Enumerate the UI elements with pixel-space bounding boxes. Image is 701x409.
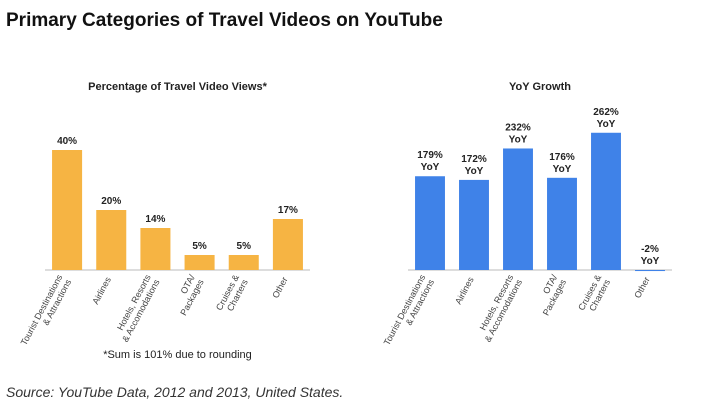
bar [140,228,171,270]
value-label: 40% [57,136,77,147]
bar [547,177,577,270]
chart-title: Percentage of Travel Video Views* [88,81,267,93]
x-tick-label: Other [270,275,289,300]
value-label: 5% [237,241,252,252]
value-label: YoY [597,119,616,130]
x-tick-label: Hotels, Resorts& Accomodations [111,272,162,343]
x-tick-label-line: Other [632,275,651,300]
value-label: 172% [461,154,487,165]
value-label: 20% [101,196,121,207]
value-label: YoY [421,162,440,173]
bar [272,219,303,270]
bar [635,270,665,272]
value-label: 232% [505,122,531,133]
bar [52,150,83,270]
x-tick-label: Cruises &Charters [214,272,250,316]
value-label: 176% [549,152,575,163]
bar [96,210,127,270]
bar [228,255,259,270]
value-label: 5% [192,241,207,252]
bar [591,132,621,270]
x-tick-label-line: Airlines [90,275,113,306]
value-label: 262% [593,107,619,118]
x-tick-label: OTA/Packages [532,272,568,317]
x-tick-label: OTA/Packages [170,272,206,317]
x-tick-label: Airlines [453,275,476,306]
bar [415,176,445,270]
x-tick-label: Tourist Destinations& Attractions [382,272,437,351]
x-tick-label: Other [632,275,651,300]
x-tick-label: Tourist Destinations& Attractions [19,272,74,351]
x-tick-label: Cruises &Charters [576,272,612,316]
chart-title: YoY Growth [509,81,571,93]
x-tick-label-line: Airlines [453,275,476,306]
value-label: 179% [417,150,443,161]
bar [503,148,533,270]
x-tick-label: Airlines [90,275,113,306]
value-label: YoY [641,256,660,267]
page-title: Primary Categories of Travel Videos on Y… [6,10,443,31]
bar [184,255,215,270]
value-label: YoY [553,164,572,175]
source: Source: YouTube Data, 2012 and 2013, Uni… [6,384,343,400]
value-label: 17% [278,205,298,216]
x-tick-label: Hotels, Resorts& Accomodations [474,272,525,343]
x-tick-label-line: Other [270,275,289,300]
value-label: YoY [509,134,528,145]
chart-note: *Sum is 101% due to rounding [103,349,252,361]
bar [459,179,489,270]
value-label: YoY [465,166,484,177]
value-label: 14% [145,214,165,225]
value-label: -2% [641,244,659,255]
